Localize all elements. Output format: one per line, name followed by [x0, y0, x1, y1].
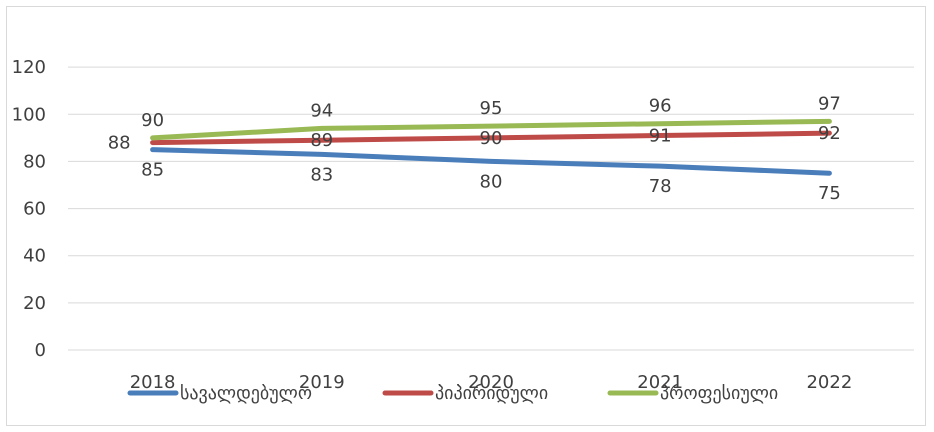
y-tick-label: 40: [23, 246, 46, 267]
legend-label: პიპირიდული: [435, 383, 548, 404]
y-tick-label: 100: [12, 104, 46, 125]
x-axis-ticks: 2018 2019 2020 2021 2022: [130, 372, 853, 393]
y-axis-ticks: 0 20 40 60 80 100 120: [12, 57, 46, 361]
data-label: 83: [310, 164, 333, 185]
y-tick-label: 20: [23, 293, 46, 314]
series-lines: [150, 118, 832, 176]
y-tick-label: 60: [23, 199, 46, 220]
x-tick-label: 2020: [468, 372, 514, 393]
data-label: 94: [310, 100, 333, 121]
chart-frame: [6, 6, 926, 426]
data-label: 89: [310, 130, 333, 151]
data-labels: 85 83 80 78 75 88 89 90 91 92 90 94 95 96 97: [108, 93, 841, 204]
legend: სავალდებულო პიპირიდული პროფესიული: [127, 383, 778, 404]
data-label: 78: [649, 176, 672, 197]
data-label: 95: [480, 98, 503, 119]
x-tick-label: 2019: [299, 372, 345, 393]
data-label: 85: [141, 160, 164, 181]
data-label: 91: [649, 126, 672, 147]
data-label: 92: [818, 123, 841, 144]
y-tick-label: 0: [35, 340, 46, 361]
x-tick-label: 2018: [130, 372, 176, 393]
x-tick-label: 2021: [637, 372, 683, 393]
data-label: 90: [141, 110, 164, 131]
data-label: 80: [480, 171, 503, 192]
series-line: [150, 147, 832, 176]
data-label: 96: [649, 96, 672, 117]
x-tick-label: 2022: [806, 372, 852, 393]
series-line: [150, 118, 832, 141]
y-tick-label: 120: [12, 57, 46, 78]
series-line: [150, 130, 832, 146]
data-label: 75: [818, 183, 841, 204]
data-label: 88: [108, 133, 131, 154]
legend-label: სავალდებულო: [180, 383, 312, 404]
legend-label: პროფესიული: [660, 383, 778, 404]
data-label: 90: [480, 128, 503, 149]
data-label: 97: [818, 93, 841, 114]
y-tick-label: 80: [23, 151, 46, 172]
